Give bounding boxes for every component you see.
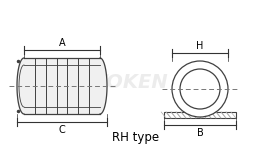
Text: C: C: [59, 125, 65, 135]
Text: H: H: [196, 41, 204, 51]
Text: TOKEN: TOKEN: [93, 73, 167, 91]
Polygon shape: [17, 58, 24, 114]
Bar: [24, 58, 100, 114]
Circle shape: [180, 69, 220, 109]
Text: RH type: RH type: [112, 131, 159, 144]
Bar: [164, 112, 236, 118]
Text: A: A: [59, 38, 65, 48]
Polygon shape: [100, 58, 107, 114]
Text: B: B: [197, 128, 203, 138]
Circle shape: [172, 61, 228, 117]
